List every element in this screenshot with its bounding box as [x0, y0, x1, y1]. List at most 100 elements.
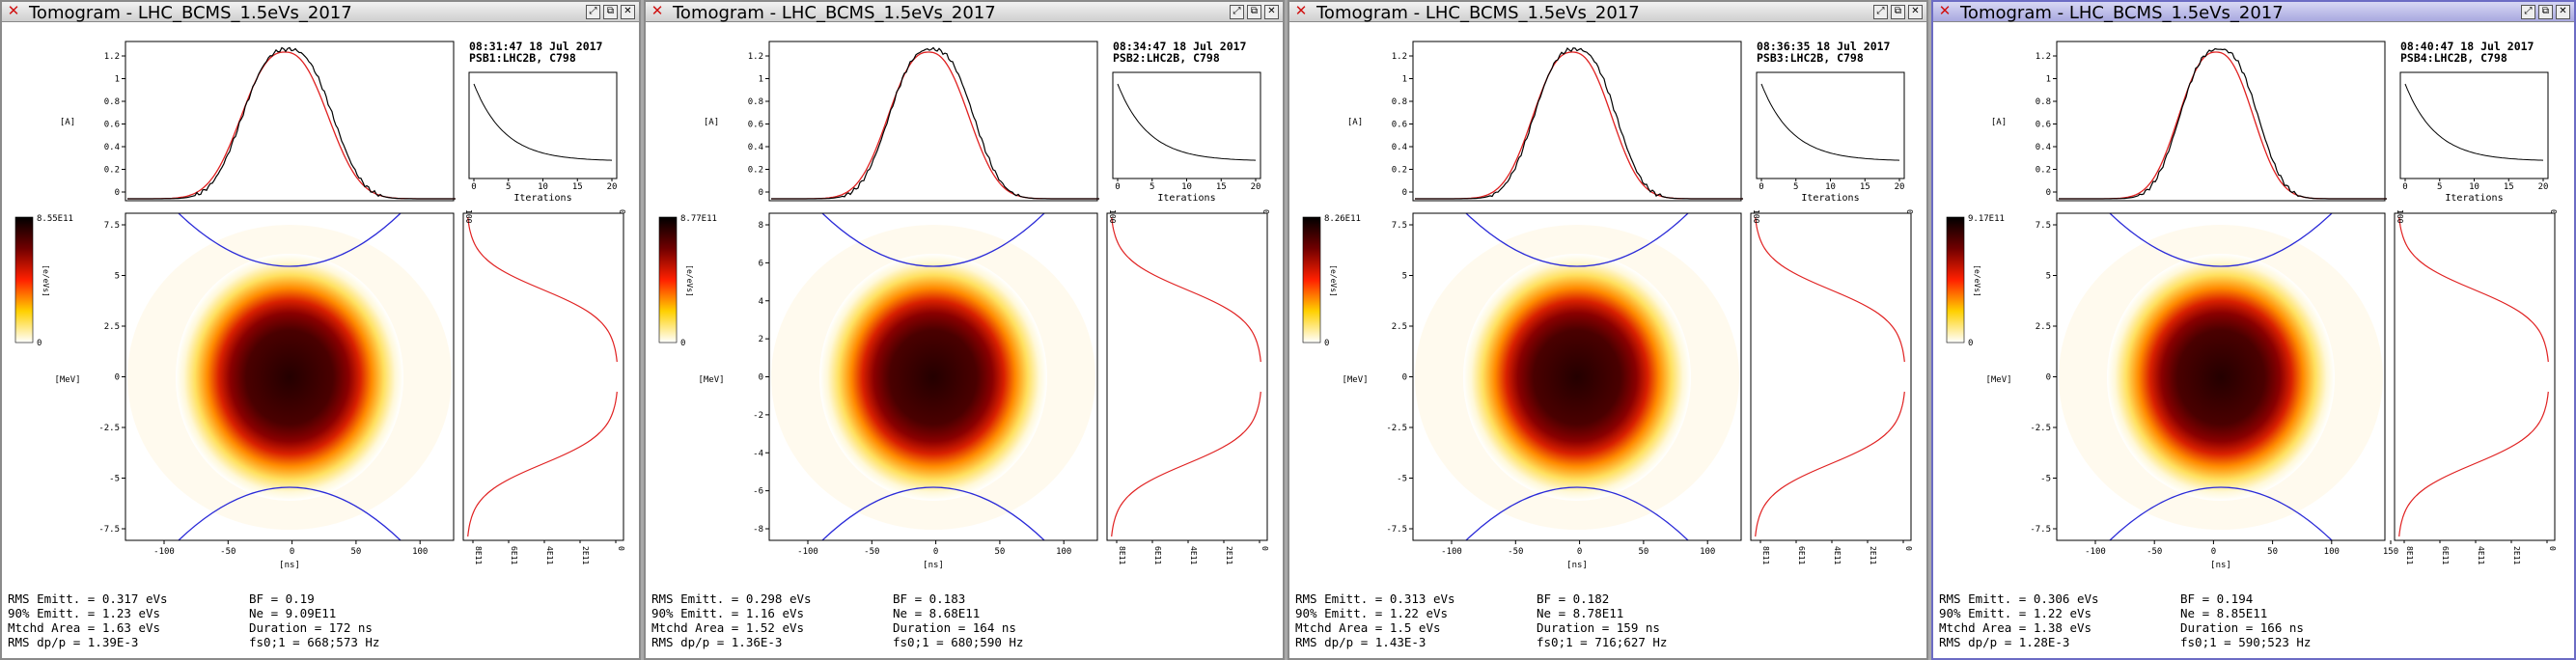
window-plots: 1.2 1 0.8 0.6 0.4 0.2 0 [A] 0 5 10 15 20 Iterations 7.… [1946, 41, 2558, 570]
maximize-icon[interactable]: ⧉ [603, 5, 618, 19]
distribution-tick-label: 0 [2548, 546, 2557, 551]
profile-tick-label: 0.8 [1392, 97, 1407, 107]
bunching-factor: BF = 0.19 [249, 591, 315, 606]
time-tick-label: 150 [2383, 547, 2398, 557]
energy-tick-label: 2.5 [1392, 322, 1407, 332]
iteration-tick-label: 0 [1759, 182, 1763, 192]
separatrix-top [2109, 213, 2333, 267]
distribution-tick-label: 2E11 [1225, 546, 1233, 564]
time-tick-label: -100 [1441, 547, 1462, 557]
time-tick-label: 50 [994, 547, 1005, 557]
profile-frame [1412, 41, 1742, 202]
close-x-icon[interactable]: ✕ [1294, 2, 1308, 19]
tomogram-window[interactable]: ✕ Tomogram - LHC_BCMS_1.5eVs_2017 ⤢ ⧉ ✕ … [1931, 0, 2576, 660]
bunch-duration: Duration = 164 ns [893, 620, 1016, 635]
separatrix-bottom [2109, 486, 2333, 540]
matched-area: Mtchd Area = 1.5 eVs [1295, 620, 1441, 635]
profile-y-label: [A] [1991, 118, 2007, 127]
profile-y-label: [A] [1347, 118, 1363, 127]
restore-icon[interactable]: ⤢ [1230, 5, 1244, 19]
tomogram-density [1463, 254, 1691, 501]
profile-tick-label: 0.4 [2036, 143, 2051, 152]
synchrotron-frequency: fs0;1 = 668;573 Hz [249, 635, 380, 649]
title-bar[interactable]: ✕ Tomogram - LHC_BCMS_1.5eVs_2017 ⤢ ⧉ ✕ [646, 2, 1283, 23]
energy-axis-label: [MeV] [1985, 375, 2011, 385]
maximize-icon[interactable]: ⧉ [2538, 5, 2553, 19]
tomogram-plot [127, 213, 452, 540]
time-tick-label: -50 [220, 547, 235, 557]
time-tick-label: 0 [933, 547, 938, 557]
window-close-icon[interactable]: ✕ [621, 5, 635, 19]
rms-dp-p: RMS dp/p = 1.28E-3 [1939, 635, 2070, 649]
colorbar [14, 216, 34, 344]
energy-tick-label: 7.5 [104, 221, 120, 231]
restore-icon[interactable]: ⤢ [1873, 5, 1888, 19]
particle-count: Ne = 8.85E11 [2180, 606, 2268, 620]
profile-tick-label: 0.8 [748, 97, 763, 107]
stats-panel: RMS Emitt. = 0.313 eVs 90% Emitt. = 1.22… [1295, 591, 1874, 658]
energy-tick-label: -6 [753, 487, 763, 497]
maximize-icon[interactable]: ⧉ [1247, 5, 1261, 19]
distribution-top-right-mark: 0 [618, 209, 626, 214]
profile-tick-label: 0.2 [104, 166, 120, 176]
distribution-upper-line [467, 216, 618, 363]
iterations-label: Iterations [1801, 193, 1859, 204]
window-content: 1.2 1 0.8 0.6 0.4 0.2 0 [A] 0 5 10 15 20 Iterations 8 6… [646, 22, 1283, 658]
energy-axis-label: [MeV] [1342, 375, 1368, 385]
colorbar-zero-label: 0 [37, 339, 42, 348]
window-close-icon[interactable]: ✕ [1264, 5, 1279, 19]
profile-tick-label: 0 [759, 188, 763, 198]
colorbar-max-label: 8.55E11 [37, 214, 73, 224]
matched-area: Mtchd Area = 1.38 eVs [1939, 620, 2092, 635]
close-x-icon[interactable]: ✕ [7, 2, 20, 19]
iteration-tick-label: 0 [471, 182, 476, 192]
energy-tick-label: -5 [2040, 475, 2051, 484]
title-bar[interactable]: ✕ Tomogram - LHC_BCMS_1.5eVs_2017 ⤢ ⧉ ✕ [2, 2, 639, 23]
colorbar-unit-label: [e/eVs] [42, 264, 50, 297]
profile-tick-label: 0.6 [748, 121, 763, 130]
window-close-icon[interactable]: ✕ [2556, 5, 2570, 19]
iteration-tick-label: 10 [538, 182, 548, 192]
iteration-tick-label: 5 [1793, 182, 1798, 192]
energy-tick-label: -2.5 [98, 424, 120, 433]
iteration-tick-label: 20 [2538, 182, 2549, 192]
tomogram-plot [771, 213, 1095, 540]
close-x-icon[interactable]: ✕ [1938, 2, 1952, 19]
distribution-tick-label: 8E11 [2405, 546, 2414, 564]
title-bar[interactable]: ✕ Tomogram - LHC_BCMS_1.5eVs_2017 ⤢ ⧉ ✕ [1933, 2, 2574, 23]
tomogram-window[interactable]: ✕ Tomogram - LHC_BCMS_1.5eVs_2017 ⤢ ⧉ ✕ … [0, 0, 641, 660]
profile-tick-label: 0.4 [104, 143, 120, 152]
profile-tick-label: 0.2 [2036, 166, 2051, 176]
energy-tick-label: -2.5 [2030, 424, 2051, 433]
distribution-lower-line [1755, 391, 1905, 537]
energy-tick-label: 7.5 [1392, 221, 1407, 231]
profile-tick-label: 0 [1402, 188, 1407, 198]
bunch-duration: Duration = 172 ns [249, 620, 373, 635]
rms-emittance: RMS Emitt. = 0.313 eVs [1295, 591, 1455, 606]
restore-icon[interactable]: ⤢ [586, 5, 600, 19]
title-bar[interactable]: ✕ Tomogram - LHC_BCMS_1.5eVs_2017 ⤢ ⧉ ✕ [1289, 2, 1926, 23]
profile-y-label: [A] [704, 118, 719, 127]
profile-tick-label: 1.2 [748, 52, 763, 62]
stats-panel: RMS Emitt. = 0.317 eVs 90% Emitt. = 1.23… [8, 591, 587, 658]
tomogram-window[interactable]: ✕ Tomogram - LHC_BCMS_1.5eVs_2017 ⤢ ⧉ ✕ … [1288, 0, 1928, 660]
convergence-line [1760, 83, 1900, 161]
distribution-frame [2394, 212, 2556, 541]
distribution-top-right-mark: 0 [2549, 209, 2558, 214]
close-x-icon[interactable]: ✕ [651, 2, 664, 19]
separatrix-bottom [821, 486, 1045, 540]
timestamp: 08:40:47 18 Jul 2017 [2400, 40, 2534, 53]
restore-icon[interactable]: ⤢ [2521, 5, 2535, 19]
energy-tick-label: -2.5 [1386, 424, 1407, 433]
tomogram-window[interactable]: ✕ Tomogram - LHC_BCMS_1.5eVs_2017 ⤢ ⧉ ✕ … [644, 0, 1285, 660]
time-tick-label: -50 [1508, 547, 1523, 557]
profile-tick-label: 0.2 [1392, 166, 1407, 176]
window-close-icon[interactable]: ✕ [1908, 5, 1923, 19]
energy-tick-label: 0 [2046, 373, 2051, 383]
rms-emittance: RMS Emitt. = 0.306 eVs [1939, 591, 2099, 606]
maximize-icon[interactable]: ⧉ [1891, 5, 1905, 19]
energy-axis-label: [MeV] [54, 375, 80, 385]
distribution-lower-line [2398, 391, 2549, 537]
iteration-tick-label: 15 [1216, 182, 1227, 192]
window-plots: 1.210.80.60.40.20[A]0 5 10 15 20Iterations86… [658, 41, 1270, 570]
